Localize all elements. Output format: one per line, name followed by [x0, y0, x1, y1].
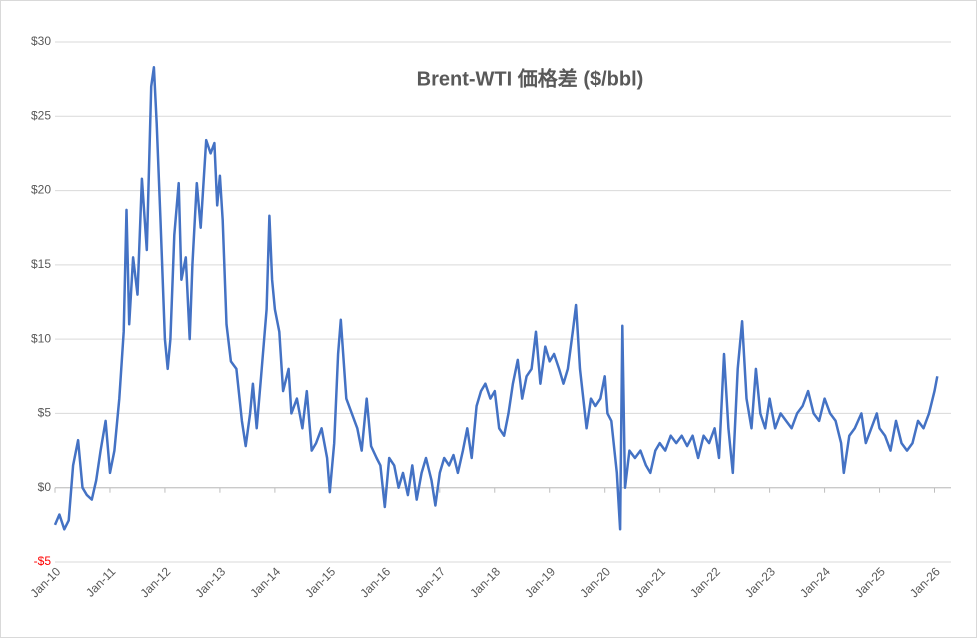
- y-tick-label: $15: [31, 257, 51, 271]
- y-tick-label: $10: [31, 331, 51, 345]
- y-tick-label: $0: [38, 480, 52, 494]
- y-tick-label: -$5: [34, 554, 52, 568]
- y-tick-label: $30: [31, 34, 51, 48]
- y-tick-label: $25: [31, 108, 51, 122]
- y-tick-label: $20: [31, 183, 51, 197]
- data-line: [53, 66, 939, 531]
- chart-title: Brent-WTI 価格差 ($/bbl): [417, 66, 644, 90]
- y-tick-label: $5: [38, 406, 52, 420]
